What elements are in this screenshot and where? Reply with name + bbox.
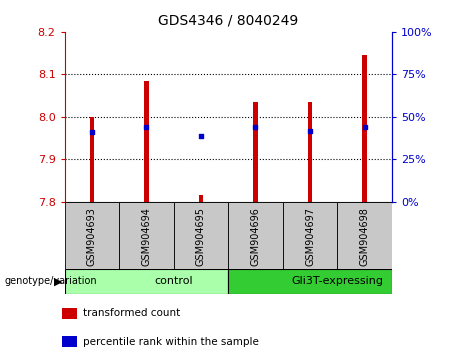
Point [142,125,150,130]
Text: genotype/variation: genotype/variation [5,276,97,286]
Bar [89,117,94,202]
Text: GSM904693: GSM904693 [87,207,97,266]
Point [88,129,95,135]
Point [252,125,259,130]
Bar [144,81,148,202]
Text: GSM904695: GSM904695 [196,207,206,266]
Bar [174,202,228,269]
Text: GSM904698: GSM904698 [360,207,370,266]
Text: GSM904697: GSM904697 [305,207,315,266]
Bar [65,202,119,269]
Bar [65,269,228,294]
Text: percentile rank within the sample: percentile rank within the sample [83,337,259,347]
Bar [362,55,367,202]
Text: transformed count: transformed count [83,308,180,318]
Text: GSM904694: GSM904694 [142,207,151,266]
Bar [228,202,283,269]
Bar [62,336,77,347]
Text: control: control [154,276,193,286]
Point [361,125,368,130]
Bar [228,269,392,294]
Bar [308,102,312,202]
Bar [119,202,174,269]
Text: Gli3T-expressing: Gli3T-expressing [291,276,383,286]
Point [197,133,205,139]
Bar [62,308,77,319]
Bar [337,202,392,269]
Title: GDS4346 / 8040249: GDS4346 / 8040249 [158,14,298,28]
Bar [253,102,258,202]
Bar [199,195,203,202]
Text: GSM904696: GSM904696 [250,207,260,266]
Text: ▶: ▶ [54,276,62,286]
Point [306,128,313,134]
Bar [283,202,337,269]
